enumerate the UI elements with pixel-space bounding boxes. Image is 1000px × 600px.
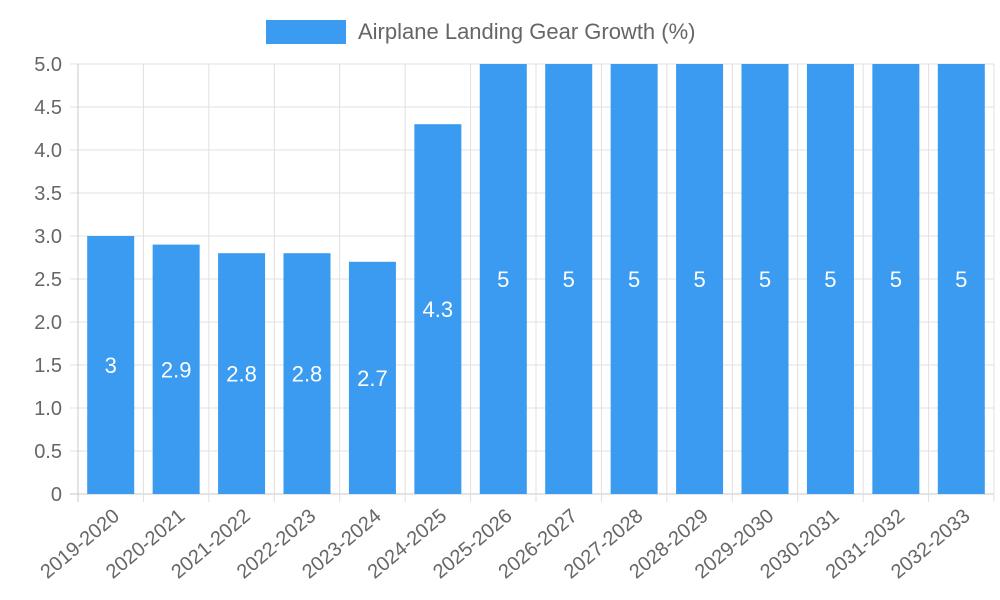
bar[interactable] — [741, 64, 789, 494]
value-label: 5 — [955, 267, 967, 292]
bar[interactable] — [872, 64, 920, 494]
legend[interactable]: Airplane Landing Gear Growth (%) — [266, 19, 696, 44]
y-tick-label: 3.5 — [34, 183, 62, 205]
bar[interactable] — [152, 244, 200, 494]
y-tick-label: 0.5 — [34, 441, 62, 463]
y-tick-label: 1.5 — [34, 355, 62, 377]
value-label: 4.3 — [423, 297, 454, 322]
bar[interactable] — [479, 64, 527, 494]
value-label: 5 — [563, 267, 575, 292]
bar[interactable] — [283, 253, 331, 494]
bar[interactable] — [806, 64, 854, 494]
legend-label: Airplane Landing Gear Growth (%) — [358, 19, 696, 44]
y-tick-label: 5.0 — [34, 54, 62, 76]
value-label: 5 — [824, 267, 836, 292]
value-label: 2.8 — [226, 362, 257, 387]
value-label: 2.9 — [161, 357, 192, 382]
value-label: 2.8 — [292, 362, 323, 387]
bar[interactable] — [545, 64, 593, 494]
legend-swatch — [266, 20, 346, 44]
bar-layer — [87, 64, 985, 494]
bar[interactable] — [414, 124, 462, 494]
bar[interactable] — [348, 261, 396, 494]
value-label: 5 — [890, 267, 902, 292]
y-tick-label: 3.0 — [34, 226, 62, 248]
y-tick-label: 4.0 — [34, 140, 62, 162]
value-label: 5 — [497, 267, 509, 292]
bar[interactable] — [676, 64, 724, 494]
y-tick-label: 2.0 — [34, 312, 62, 334]
bar[interactable] — [218, 253, 266, 494]
y-tick-label: 1.0 — [34, 398, 62, 420]
bar[interactable] — [937, 64, 985, 494]
value-label: 3 — [105, 353, 117, 378]
bar[interactable] — [610, 64, 658, 494]
value-label: 5 — [628, 267, 640, 292]
y-tick-label: 4.5 — [34, 97, 62, 119]
value-label: 2.7 — [357, 366, 388, 391]
grid-layer — [70, 63, 995, 502]
value-label: 5 — [693, 267, 705, 292]
y-tick-label: 0 — [51, 484, 62, 506]
value-label: 5 — [759, 267, 771, 292]
bar[interactable] — [87, 236, 135, 494]
label-layer: 3 2.9 2.8 2.8 2.7 4.3 5 5 5 5 5 5 5 5 — [105, 267, 968, 391]
y-tick-label: 2.5 — [34, 269, 62, 291]
